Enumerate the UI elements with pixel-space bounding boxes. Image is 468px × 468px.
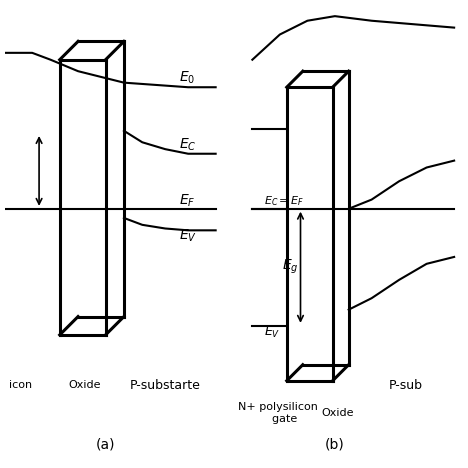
Text: $E_V$: $E_V$ xyxy=(264,325,280,340)
Text: Oxide: Oxide xyxy=(69,380,101,390)
Text: $E_F$: $E_F$ xyxy=(179,192,196,209)
Text: $E_C$: $E_C$ xyxy=(179,136,197,153)
Text: (a): (a) xyxy=(96,438,115,452)
Text: $E_V$: $E_V$ xyxy=(179,228,197,244)
Text: $E_g$: $E_g$ xyxy=(282,258,298,276)
Text: P-sub: P-sub xyxy=(389,379,423,392)
Text: $E_C=E_F$: $E_C=E_F$ xyxy=(264,194,304,208)
Text: (b): (b) xyxy=(325,438,345,452)
Text: Oxide: Oxide xyxy=(321,408,353,418)
Text: P-substarte: P-substarte xyxy=(130,379,201,392)
Text: $E_0$: $E_0$ xyxy=(179,70,195,86)
Text: icon: icon xyxy=(9,380,32,390)
Text: N+ polysilicon
    gate: N+ polysilicon gate xyxy=(238,402,317,424)
